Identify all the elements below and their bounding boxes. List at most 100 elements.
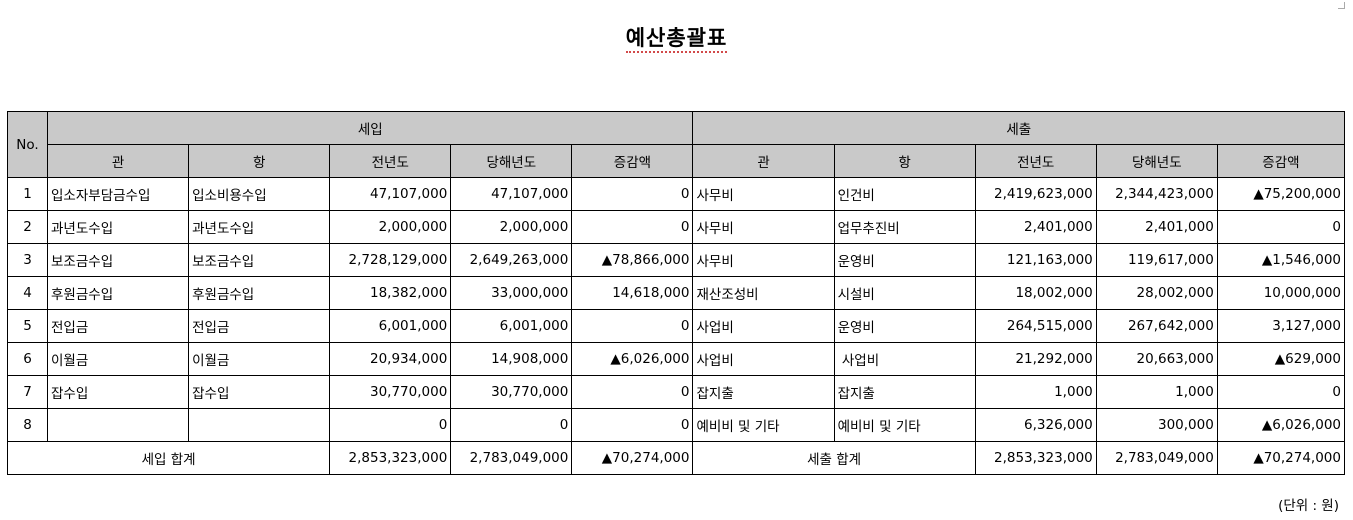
unit-note: (단위 : 원) [1278, 498, 1339, 514]
table-row: 5 전입금 전입금 6,001,000 6,001,000 0 사업비 운영비 … [6, 309, 1346, 343]
header-expense-gwan: 관 [692, 144, 835, 178]
row-no: 1 [6, 177, 49, 211]
income-curr: 2,000,000 [450, 210, 573, 244]
expense-diff: ▲6,026,000 [1216, 408, 1346, 442]
budget-summary-table: No. 세입 세출 관 항 전년도 당해년도 증감액 관 항 전년도 당해년도 … [6, 111, 1346, 475]
header-income-diff: 증감액 [571, 144, 694, 178]
income-total-prev: 2,853,323,000 [329, 441, 452, 475]
expense-diff: ▲629,000 [1216, 342, 1346, 376]
row-no: 3 [6, 243, 49, 277]
income-gwan: 입소자부담금수입 [47, 177, 190, 211]
row-no: 2 [6, 210, 49, 244]
expense-gwan: 사업비 [692, 342, 835, 376]
expense-diff: 0 [1216, 210, 1346, 244]
expense-prev: 18,002,000 [974, 276, 1097, 310]
income-total-curr: 2,783,049,000 [450, 441, 573, 475]
income-curr: 30,770,000 [450, 375, 573, 409]
income-gwan [47, 408, 190, 442]
header-expense-diff: 증감액 [1216, 144, 1346, 178]
expense-gwan: 사업비 [692, 309, 835, 343]
income-curr: 47,107,000 [450, 177, 573, 211]
document-title-text: 예산총괄표 [625, 26, 728, 53]
income-gwan: 잡수입 [47, 375, 190, 409]
expense-total-prev: 2,853,323,000 [974, 441, 1097, 475]
income-diff: ▲6,026,000 [571, 342, 694, 376]
income-total-label: 세입 합계 [6, 441, 331, 475]
income-hang [188, 408, 331, 442]
expense-total-diff: ▲70,274,000 [1216, 441, 1346, 475]
income-diff: ▲78,866,000 [571, 243, 694, 277]
page-corner-mark [1338, 2, 1345, 9]
income-curr: 2,649,263,000 [450, 243, 573, 277]
income-curr: 6,001,000 [450, 309, 573, 343]
expense-prev: 6,326,000 [974, 408, 1097, 442]
expense-curr: 28,002,000 [1095, 276, 1218, 310]
income-hang: 입소비용수입 [188, 177, 331, 211]
income-hang: 후원금수입 [188, 276, 331, 310]
income-curr: 0 [450, 408, 573, 442]
income-prev: 2,000,000 [329, 210, 452, 244]
income-hang: 잡수입 [188, 375, 331, 409]
header-expense: 세출 [692, 111, 1345, 145]
income-hang: 이월금 [188, 342, 331, 376]
table-row: 3 보조금수입 보조금수입 2,728,129,000 2,649,263,00… [6, 243, 1346, 277]
table-row: 4 후원금수입 후원금수입 18,382,000 33,000,000 14,6… [6, 276, 1346, 310]
income-diff: 0 [571, 177, 694, 211]
expense-prev: 121,163,000 [974, 243, 1097, 277]
expense-curr: 20,663,000 [1095, 342, 1218, 376]
header-income-gwan: 관 [47, 144, 190, 178]
header-expense-hang: 항 [833, 144, 976, 178]
document-title: 예산총괄표 [0, 22, 1353, 53]
income-diff: 0 [571, 408, 694, 442]
income-hang: 전입금 [188, 309, 331, 343]
expense-prev: 2,419,623,000 [974, 177, 1097, 211]
expense-total-label: 세출 합계 [692, 441, 976, 475]
totals-row: 세입 합계 2,853,323,000 2,783,049,000 ▲70,27… [6, 441, 1346, 475]
income-hang: 보조금수입 [188, 243, 331, 277]
income-prev: 20,934,000 [329, 342, 452, 376]
expense-curr: 267,642,000 [1095, 309, 1218, 343]
header-expense-prev: 전년도 [974, 144, 1097, 178]
income-diff: 0 [571, 309, 694, 343]
income-diff: 14,618,000 [571, 276, 694, 310]
income-total-diff: ▲70,274,000 [571, 441, 694, 475]
header-income-prev: 전년도 [329, 144, 452, 178]
expense-curr: 2,344,423,000 [1095, 177, 1218, 211]
income-hang: 과년도수입 [188, 210, 331, 244]
expense-curr: 1,000 [1095, 375, 1218, 409]
expense-hang: 운영비 [833, 243, 976, 277]
row-no: 4 [6, 276, 49, 310]
expense-prev: 1,000 [974, 375, 1097, 409]
table-row: 7 잡수입 잡수입 30,770,000 30,770,000 0 잡지출 잡지… [6, 375, 1346, 409]
header-no: No. [6, 111, 49, 178]
row-no: 5 [6, 309, 49, 343]
expense-diff: 10,000,000 [1216, 276, 1346, 310]
row-no: 6 [6, 342, 49, 376]
income-prev: 0 [329, 408, 452, 442]
expense-diff: 0 [1216, 375, 1346, 409]
expense-curr: 2,401,000 [1095, 210, 1218, 244]
row-no: 8 [6, 408, 49, 442]
expense-curr: 300,000 [1095, 408, 1218, 442]
expense-prev: 21,292,000 [974, 342, 1097, 376]
income-gwan: 보조금수입 [47, 243, 190, 277]
expense-hang: 업무추진비 [833, 210, 976, 244]
income-prev: 18,382,000 [329, 276, 452, 310]
expense-hang: 인건비 [833, 177, 976, 211]
expense-gwan: 재산조성비 [692, 276, 835, 310]
table-row: 6 이월금 이월금 20,934,000 14,908,000 ▲6,026,0… [6, 342, 1346, 376]
header-income: 세입 [47, 111, 694, 145]
income-curr: 14,908,000 [450, 342, 573, 376]
expense-gwan: 사무비 [692, 243, 835, 277]
expense-gwan: 사무비 [692, 210, 835, 244]
expense-diff: ▲75,200,000 [1216, 177, 1346, 211]
expense-hang: 잡지출 [833, 375, 976, 409]
expense-prev: 264,515,000 [974, 309, 1097, 343]
row-no: 7 [6, 375, 49, 409]
income-diff: 0 [571, 375, 694, 409]
expense-total-curr: 2,783,049,000 [1095, 441, 1218, 475]
expense-prev: 2,401,000 [974, 210, 1097, 244]
income-diff: 0 [571, 210, 694, 244]
expense-diff: ▲1,546,000 [1216, 243, 1346, 277]
income-gwan: 과년도수입 [47, 210, 190, 244]
